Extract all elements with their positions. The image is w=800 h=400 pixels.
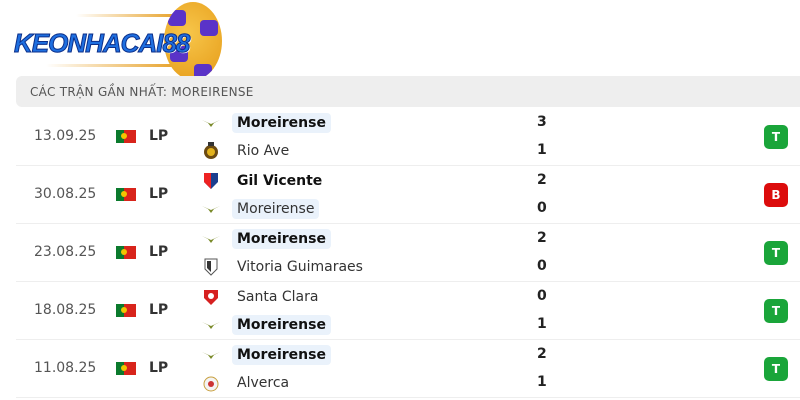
portugal-flag-icon xyxy=(116,362,136,375)
result-badge: T xyxy=(764,125,788,149)
logo-streak xyxy=(46,64,176,67)
match-date: 23.08.25 xyxy=(34,244,97,260)
league-label: LP xyxy=(149,244,169,260)
team-name: Moreirense xyxy=(232,345,331,365)
site-logo: KEONHACAI88 xyxy=(6,2,222,80)
team-home[interactable]: Moreirense xyxy=(202,112,331,134)
score-away: 1 xyxy=(537,374,547,390)
score-home: 0 xyxy=(537,288,547,304)
santa-clara-crest-icon xyxy=(202,288,220,306)
portugal-flag-icon xyxy=(116,246,136,259)
gil-vicente-crest-icon xyxy=(202,172,220,190)
team-name: Moreirense xyxy=(232,199,320,219)
score-home: 2 xyxy=(537,172,547,188)
match-date: 18.08.25 xyxy=(34,302,97,318)
score-home: 2 xyxy=(537,230,547,246)
match-row[interactable]: 18.08.25 LP Santa Clara 0 Moreirense 1 T xyxy=(16,282,800,340)
result-badge: T xyxy=(764,241,788,265)
team-name: Vitoria Guimaraes xyxy=(237,259,363,275)
team-name: Rio Ave xyxy=(237,143,290,159)
result-badge: T xyxy=(764,299,788,323)
logo-streak xyxy=(76,14,176,17)
portugal-flag-icon xyxy=(116,130,136,143)
rio-ave-crest-icon xyxy=(202,142,220,160)
team-name: Gil Vicente xyxy=(237,173,323,189)
team-name: Moreirense xyxy=(232,315,331,335)
match-row[interactable]: 30.08.25 LP Gil Vicente 2 Moreirense 0 B xyxy=(16,166,800,224)
team-home[interactable]: Gil Vicente xyxy=(202,170,327,192)
result-badge: T xyxy=(764,357,788,381)
result-badge: B xyxy=(764,183,788,207)
team-away[interactable]: Moreirense xyxy=(202,314,331,336)
match-date: 11.08.25 xyxy=(34,360,97,376)
match-date: 30.08.25 xyxy=(34,186,97,202)
league-label: LP xyxy=(149,360,169,376)
soccer-ball-icon xyxy=(164,2,222,80)
portugal-flag-icon xyxy=(116,188,136,201)
team-name: Moreirense xyxy=(232,229,331,249)
score-away: 1 xyxy=(537,316,547,332)
moreirense-crest-icon xyxy=(202,316,220,334)
vitoria-guimaraes-crest-icon xyxy=(202,258,220,276)
team-name: Moreirense xyxy=(232,113,331,133)
portugal-flag-icon xyxy=(116,304,136,317)
team-away[interactable]: Rio Ave xyxy=(202,140,294,162)
moreirense-crest-icon xyxy=(202,200,220,218)
moreirense-crest-icon xyxy=(202,114,220,132)
match-row[interactable]: 13.09.25 LP Moreirense 3 Rio Ave 1 T xyxy=(16,108,800,166)
team-away[interactable]: Moreirense xyxy=(202,198,320,220)
team-home[interactable]: Moreirense xyxy=(202,228,331,250)
moreirense-crest-icon xyxy=(202,230,220,248)
team-away[interactable]: Vitoria Guimaraes xyxy=(202,256,368,278)
alverca-crest-icon xyxy=(202,374,220,392)
team-home[interactable]: Santa Clara xyxy=(202,286,323,308)
team-name: Alverca xyxy=(237,375,290,391)
score-home: 2 xyxy=(537,346,547,362)
team-home[interactable]: Moreirense xyxy=(202,344,331,366)
score-away: 0 xyxy=(537,258,547,274)
league-label: LP xyxy=(149,186,169,202)
logo-text: KEONHACAI88 xyxy=(13,28,190,59)
team-name: Santa Clara xyxy=(237,289,319,305)
match-row[interactable]: 23.08.25 LP Moreirense 2 Vitoria Guimara… xyxy=(16,224,800,282)
moreirense-crest-icon xyxy=(202,346,220,364)
match-row[interactable]: 11.08.25 LP Moreirense 2 Alverca 1 T xyxy=(16,340,800,398)
score-home: 3 xyxy=(537,114,547,130)
score-away: 1 xyxy=(537,142,547,158)
team-away[interactable]: Alverca xyxy=(202,372,294,394)
section-header: CÁC TRẬN GẦN NHẤT: MOREIRENSE xyxy=(16,76,800,107)
match-date: 13.09.25 xyxy=(34,128,97,144)
league-label: LP xyxy=(149,128,169,144)
score-away: 0 xyxy=(537,200,547,216)
league-label: LP xyxy=(149,302,169,318)
